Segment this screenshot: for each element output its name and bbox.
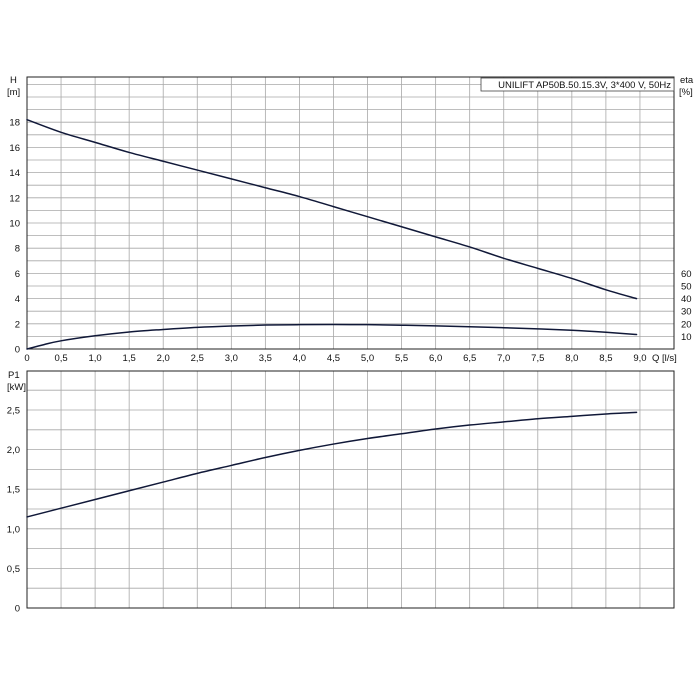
x-tick-label: 2,5 <box>191 353 204 364</box>
plot-frame <box>26 76 675 350</box>
y-tick-label: 1,0 <box>7 524 20 535</box>
y-tick-label: 0 <box>15 604 20 615</box>
chart-title: UNILIFT AP50B.50.15.3V, 3*400 V, 50Hz <box>498 80 671 91</box>
x-tick-label: 6,5 <box>463 353 476 364</box>
x-tick-label: 4,0 <box>293 353 306 364</box>
y2-tick-label: 20 <box>681 319 692 330</box>
plot-frame <box>26 370 675 609</box>
x-tick-label: 1,0 <box>88 353 101 364</box>
x-tick-label: 8,5 <box>599 353 612 364</box>
y-tick-label: 8 <box>15 244 20 255</box>
y2-tick-label: 60 <box>681 269 692 280</box>
y-tick-label: 18 <box>9 118 20 129</box>
x-tick-label: 7,5 <box>531 353 544 364</box>
x-axis-label: Q [l/s] <box>652 353 677 364</box>
y-tick-label: 2,0 <box>7 445 20 456</box>
head-efficiency-chart: UNILIFT AP50B.50.15.3V, 3*400 V, 50Hz H[m… <box>7 75 694 364</box>
y-tick-label: 14 <box>9 168 20 179</box>
x-tick-label: 5,0 <box>361 353 374 364</box>
x-tick-label: 5,5 <box>395 353 408 364</box>
y-tick-label: 1,5 <box>7 485 20 496</box>
y-tick-label: 12 <box>9 193 20 204</box>
x-tick-label: 1,5 <box>123 353 136 364</box>
x-tick-label: 4,5 <box>327 353 340 364</box>
y-tick-label: 0,5 <box>7 564 20 575</box>
y-axis-unit: [m] <box>7 87 20 98</box>
y2-tick-label: 40 <box>681 294 692 305</box>
x-tick-label: 3,0 <box>225 353 238 364</box>
y2-tick-label: 10 <box>681 332 692 343</box>
x-tick-label: 3,5 <box>259 353 272 364</box>
power-chart: P1[kW] 0 0,5 1,0 1,5 2,0 2,5 <box>7 370 675 615</box>
y-tick-label: 2 <box>15 319 20 330</box>
y-tick-label: 0 <box>15 345 20 356</box>
title-box <box>480 77 675 92</box>
x-tick-label: 6,0 <box>429 353 442 364</box>
x-tick-label: 8,0 <box>565 353 578 364</box>
head-curve <box>26 118 638 300</box>
x-tick-label: 0,5 <box>54 353 67 364</box>
x-tick-label: 0 <box>24 353 29 364</box>
y2-tick-label: 30 <box>681 307 692 318</box>
power-curve <box>26 411 638 518</box>
y2-tick-label: 50 <box>681 282 692 293</box>
y-tick-label: 4 <box>15 294 20 305</box>
y2-axis-label: eta <box>680 75 694 86</box>
y-tick-label: 10 <box>9 219 20 230</box>
y-axis-unit: [kW] <box>7 382 26 393</box>
efficiency-curve <box>26 323 638 350</box>
x-tick-label: 7,0 <box>497 353 510 364</box>
x-tick-label: 2,0 <box>157 353 170 364</box>
y-tick-label: 6 <box>15 269 20 280</box>
y-axis-label: P1 <box>8 370 20 381</box>
y-tick-label: 16 <box>9 143 20 154</box>
y-tick-label: 2,5 <box>7 406 20 417</box>
y-axis-label: H <box>10 75 17 86</box>
x-tick-label: 9,0 <box>633 353 646 364</box>
y2-axis-unit: [%] <box>679 87 693 98</box>
